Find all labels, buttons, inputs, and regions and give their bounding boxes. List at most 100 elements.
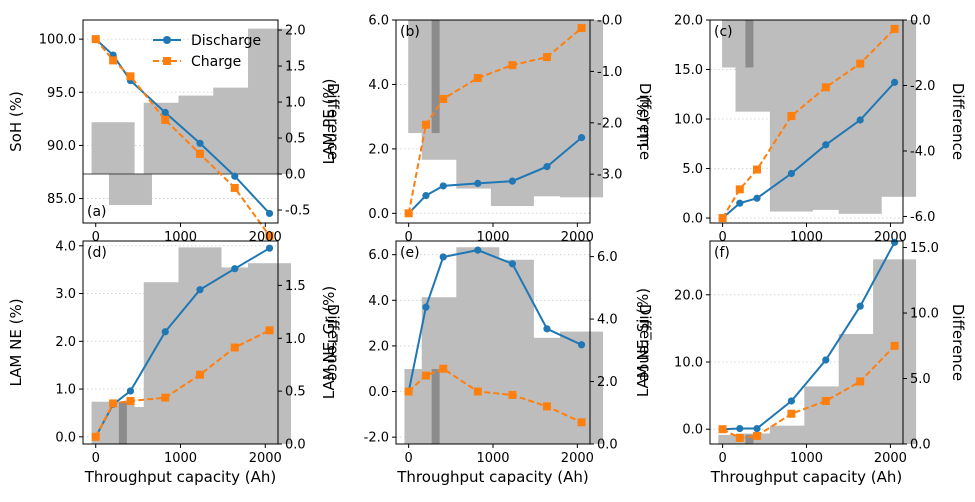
x-tick-label: 2000: [874, 230, 907, 245]
x-tick-label: 0: [718, 451, 726, 466]
y2-tick-label: -2.0: [597, 116, 622, 131]
y2-tick-label: 1.0: [285, 96, 306, 111]
x-tick-label: 0: [92, 230, 100, 245]
discharge-point: [508, 260, 516, 268]
y-tick-label: -2.0: [364, 431, 389, 446]
y-tick-label: 3.0: [55, 287, 76, 302]
difference-bar-overlay: [745, 434, 754, 444]
charge-point: [735, 433, 744, 442]
charge-point: [577, 24, 586, 33]
y2-tick-label: 10.0: [910, 307, 939, 322]
discharge-point: [231, 172, 239, 180]
difference-bar: [873, 259, 917, 444]
y2-tick-label: 1.5: [285, 279, 306, 294]
y2-tick-label: 0.0: [910, 438, 931, 453]
x-tick-label: 1000: [164, 230, 197, 245]
y2-axis-label: Difference: [636, 83, 654, 160]
x-tick-label: 0: [405, 451, 413, 466]
y-tick-label: 20.0: [674, 14, 703, 29]
x-tick-label: 1000: [476, 451, 509, 466]
discharge-point: [753, 194, 761, 202]
y2-tick-label: -1.0: [597, 65, 622, 80]
y2-tick-label: 5.0: [910, 372, 931, 387]
charge-point: [265, 231, 274, 240]
charge-point: [508, 61, 517, 70]
charge-point: [126, 72, 135, 81]
y2-tick-label: 2.0: [285, 24, 306, 39]
difference-bar-overlay: [431, 20, 440, 134]
y-tick-label: 0.0: [368, 385, 389, 400]
y-tick-label: 2.0: [368, 339, 389, 354]
discharge-point: [422, 192, 430, 200]
panel-label: (a): [87, 204, 107, 220]
charge-point: [821, 83, 830, 92]
charge-point: [421, 371, 430, 380]
x-tick-label: 0: [92, 451, 100, 466]
charge-point: [439, 94, 448, 103]
y-tick-label: 0.0: [368, 207, 389, 222]
discharge-point: [543, 325, 551, 333]
discharge-point: [126, 387, 135, 395]
y2-tick-label: -6.0: [910, 210, 935, 225]
y2-tick-label: 0.0: [285, 438, 306, 453]
difference-bar: [91, 122, 135, 175]
charge-point: [161, 393, 170, 402]
discharge-point: [822, 356, 830, 364]
y-tick-label: 4.0: [368, 294, 389, 309]
charge-point: [126, 397, 135, 406]
legend-charge-label: Charge: [191, 54, 241, 70]
difference-bar: [769, 425, 813, 444]
charge-point: [265, 326, 274, 335]
discharge-point: [161, 108, 169, 117]
charge-point: [856, 59, 865, 68]
panel-label: (c): [714, 24, 733, 40]
y-tick-label: 100.0: [39, 33, 76, 48]
x-tick-label: 0: [718, 230, 726, 245]
charge-point: [473, 387, 482, 396]
discharge-point: [265, 244, 274, 252]
y2-tick-label: 0.5: [285, 385, 306, 400]
y2-tick-label: -3.0: [597, 168, 622, 183]
discharge-point: [856, 302, 864, 310]
discharge-point: [891, 78, 899, 86]
charge-point: [542, 53, 551, 62]
difference-bar-overlay: [745, 20, 754, 68]
y2-tick-label: -2.0: [910, 79, 935, 94]
y-axis-label: LAM NE_Si (%): [634, 288, 653, 397]
charge-point: [890, 24, 899, 33]
x-tick-label: 1000: [476, 230, 509, 245]
y-axis-label: LLI (%): [634, 96, 652, 148]
charge-point: [404, 209, 413, 218]
x-tick-label: 2000: [561, 230, 594, 245]
chart-panel-2: 0 1000 2000 0.0 2.0 4.0 6.0 -3.0 -2.0 -1.0 -0.0 LAM…: [320, 14, 654, 246]
chart-panel-3: 0 1000 2000 0.0 5.0 10.0 15.0 20.0 -6.0 -4.0 -2.0 0…: [634, 14, 967, 246]
difference-bar: [248, 263, 292, 444]
legend-discharge-marker: [163, 36, 171, 44]
y2-axis-label: Difference: [324, 83, 342, 160]
y-tick-label: 15.0: [674, 63, 703, 78]
charge-point: [542, 402, 551, 411]
charge-point: [577, 418, 586, 427]
x-tick-label: 2000: [249, 451, 282, 466]
y2-tick-label: 15.0: [910, 241, 939, 256]
discharge-point: [422, 303, 430, 311]
y2-axis-label: Difference: [949, 304, 967, 381]
discharge-point: [474, 246, 482, 254]
y-axis-label: LAM NE (%): [7, 298, 25, 386]
y-tick-label: 6.0: [368, 14, 389, 29]
y-tick-label: 95.0: [47, 86, 76, 101]
y-axis-label: LAM NE_Gr (%): [320, 286, 339, 399]
discharge-point: [736, 424, 744, 433]
x-tick-label: 0: [405, 230, 413, 245]
charge-point: [404, 387, 413, 396]
panel-label: (b): [400, 24, 420, 40]
x-tick-label: 2000: [874, 451, 907, 466]
x-axis-label: Throughput capacity (Ah): [710, 468, 902, 486]
x-axis-label: Throughput capacity (Ah): [396, 468, 588, 486]
y2-tick-label: 6.0: [597, 250, 618, 265]
legend: Discharge Charge: [153, 33, 261, 70]
charge-point: [718, 425, 727, 434]
y2-tick-label: 0.5: [285, 132, 306, 147]
x-tick-label: 1000: [790, 451, 823, 466]
